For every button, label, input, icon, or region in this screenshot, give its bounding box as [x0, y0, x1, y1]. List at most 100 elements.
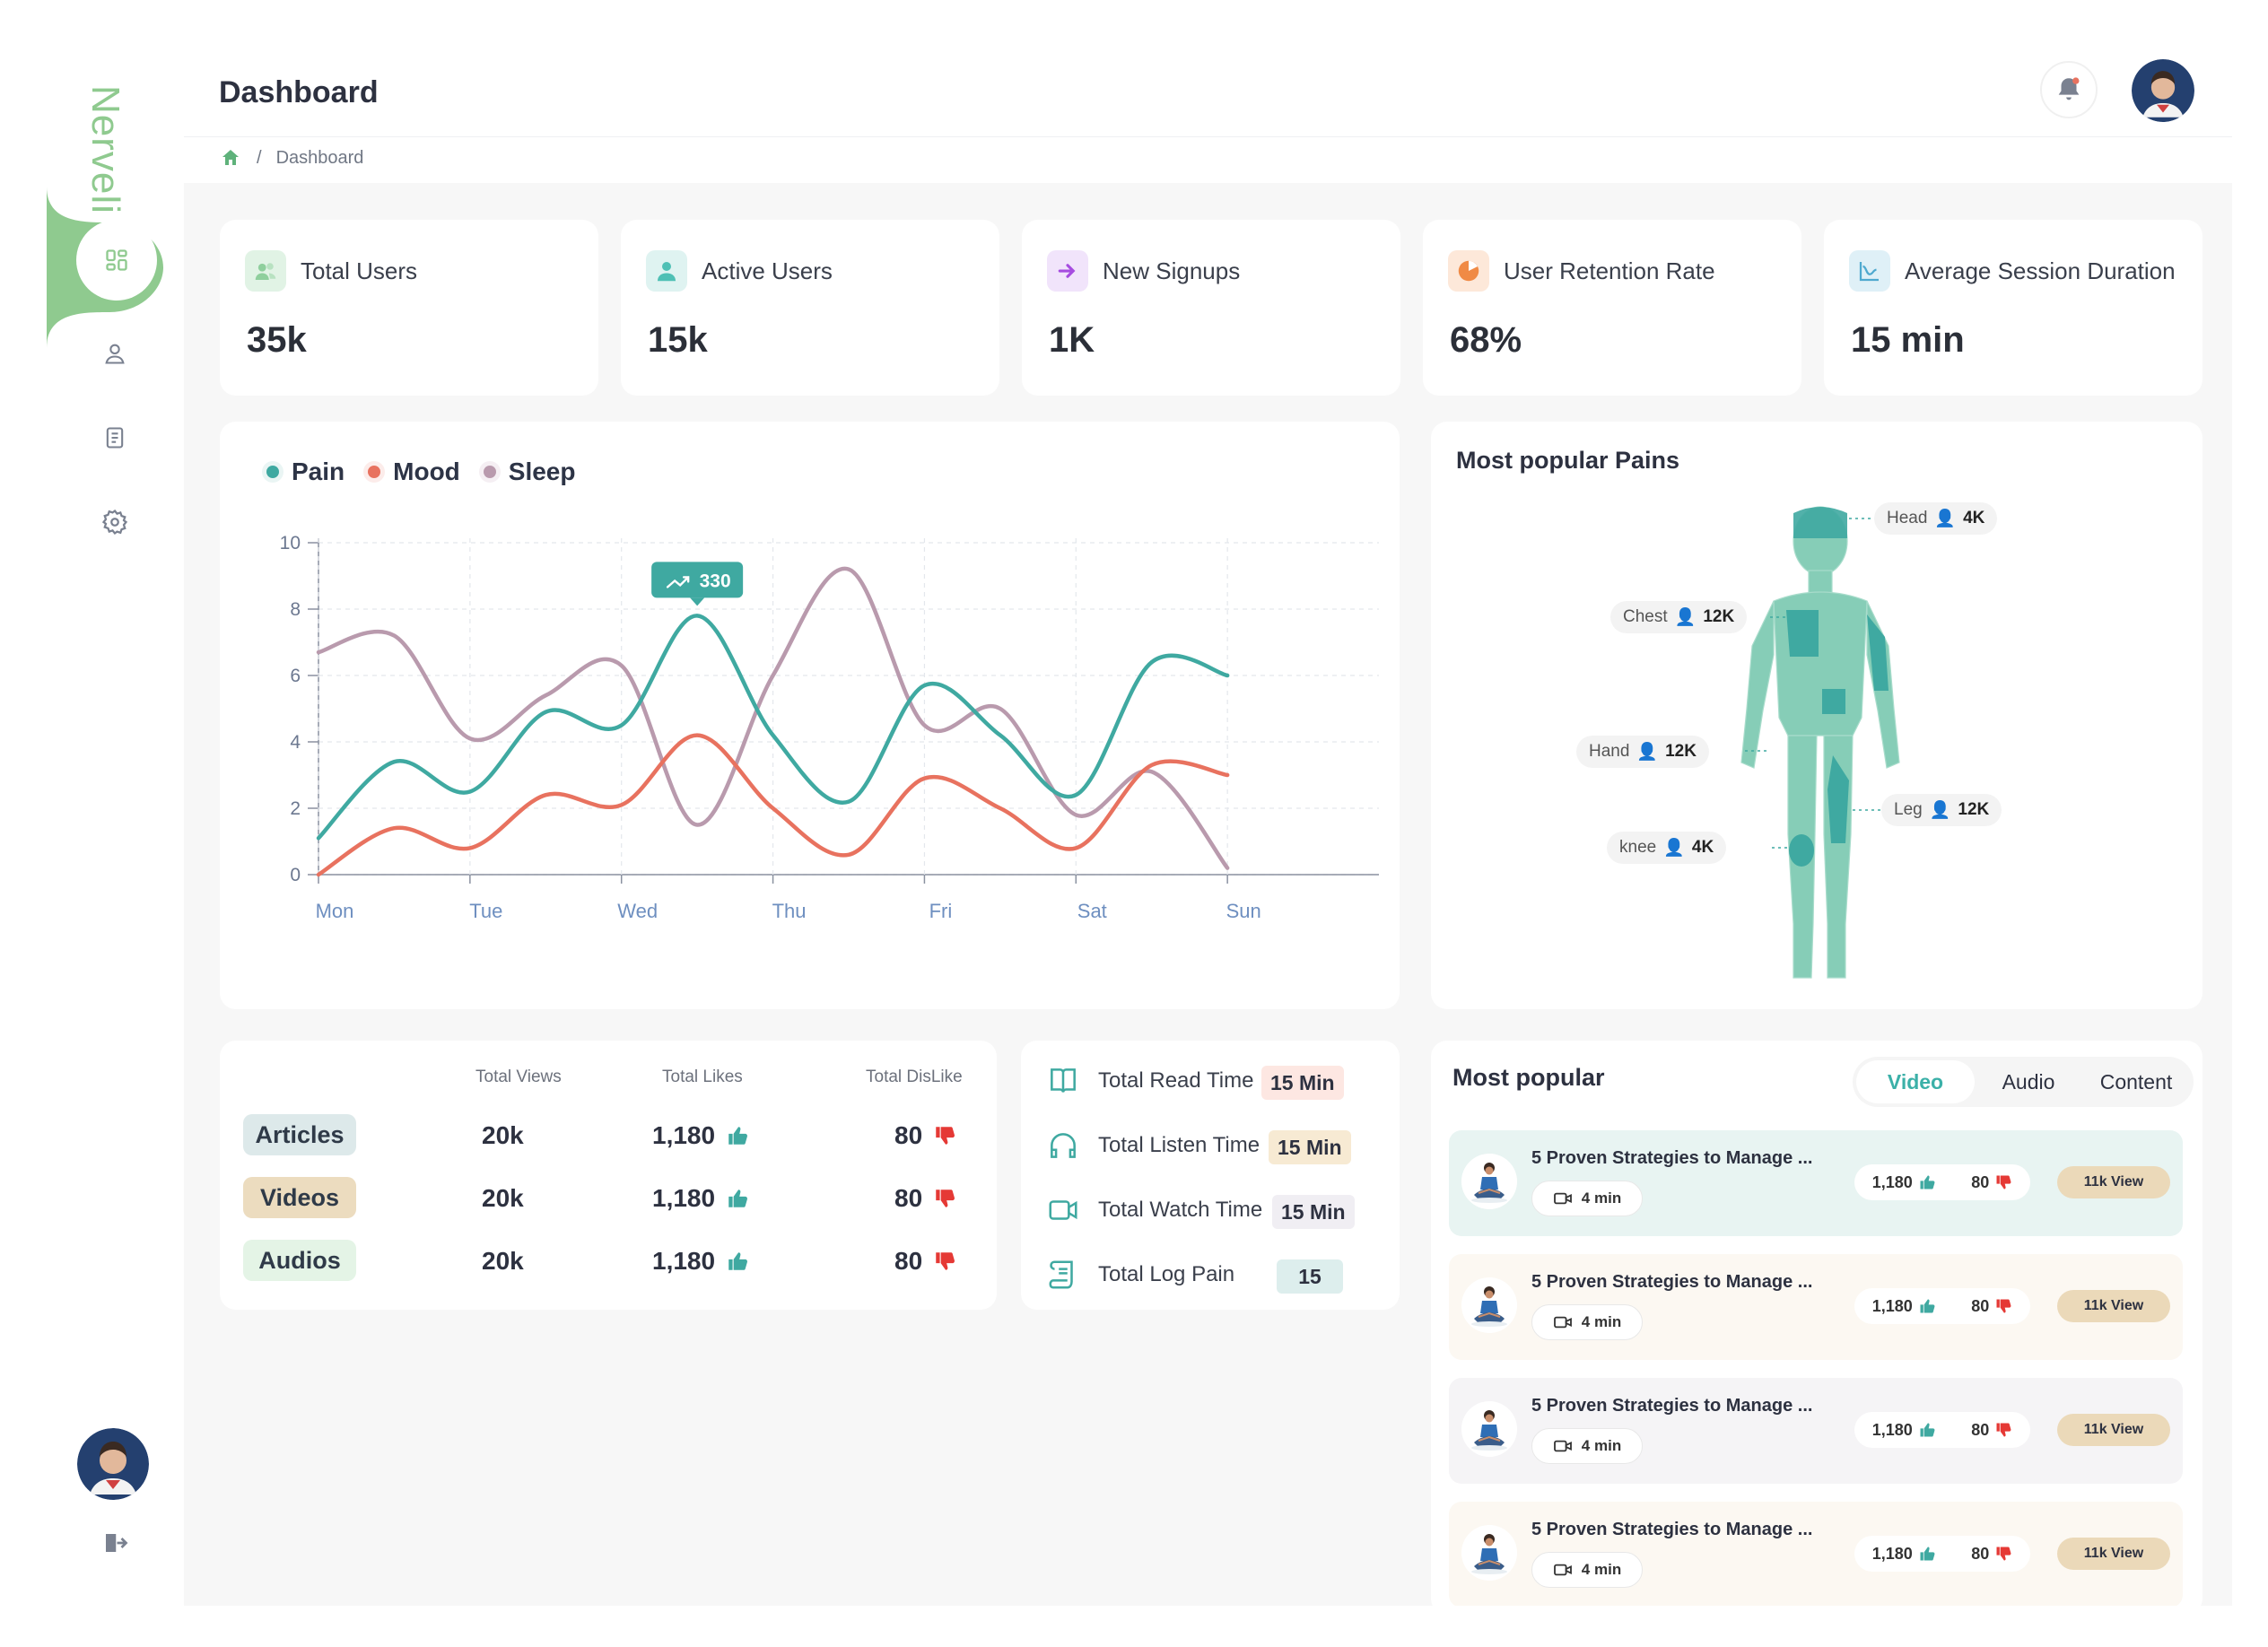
stat-card-new-signups: New Signups 1K: [1022, 220, 1400, 396]
video-icon: [1553, 1440, 1572, 1452]
notifications-button[interactable]: [2040, 61, 2098, 118]
legend-item-sleep[interactable]: Sleep: [483, 458, 575, 486]
duration-badge: 4 min: [1531, 1181, 1643, 1216]
tab-video[interactable]: Video: [1856, 1060, 1975, 1103]
pain-label-head: Head 👤 4K: [1874, 502, 1998, 535]
stat-value: 15k: [648, 320, 708, 360]
time-row-logpain: Total Log Pain: [1046, 1258, 1234, 1292]
tab-audio[interactable]: Audio: [2002, 1069, 2055, 1094]
dislikes-cell: 80: [894, 1247, 956, 1276]
series-line-mood: [316, 733, 1230, 877]
pain-label-knee: knee 👤 4K: [1607, 832, 1727, 864]
popular-item[interactable]: 5 Proven Strategies to Manage ... 4 min 1,…: [1449, 1254, 2183, 1360]
pie-icon: [1448, 250, 1489, 292]
views-badge[interactable]: 11k View: [2057, 1166, 2170, 1198]
stat-value: 68%: [1450, 320, 1522, 360]
legend-item-mood[interactable]: Mood: [368, 458, 460, 486]
logout-button[interactable]: [97, 1525, 133, 1561]
home-icon[interactable]: [219, 147, 242, 169]
document-icon: [106, 427, 124, 449]
tab-content[interactable]: Content: [2099, 1069, 2173, 1094]
stat-label: New Signups: [1103, 257, 1241, 284]
gear-icon: [101, 509, 128, 536]
time-stats-card: Total Read Time 15 Min Total Listen Time…: [1021, 1041, 1400, 1310]
arm-zone: [1867, 614, 1889, 691]
trends-chart-card: Pain Mood Sleep 0 2 4 6 8 10 Mon Tue Wed Thu Fri Sa…: [220, 422, 1400, 1009]
thumbs-up-icon: [1920, 1175, 1935, 1190]
thumbs-down-icon: [1996, 1547, 2011, 1561]
user-icon: 👤: [1934, 510, 1957, 528]
peak-tooltip: [651, 562, 744, 598]
line-chart: 0 2 4 6 8 10 Mon Tue Wed Thu Fri Sat Sun 330: [280, 533, 1379, 922]
sidebar: Nerveli: [0, 0, 184, 1647]
thumbs-up-icon: [1920, 1423, 1935, 1437]
user-icon: 👤: [1663, 839, 1685, 858]
nav-dashboard[interactable]: [76, 220, 157, 301]
sidebar-avatar[interactable]: [77, 1428, 149, 1500]
dislikes-count: 80: [1971, 1173, 2012, 1192]
meditation-thumbnail: [1461, 1525, 1517, 1581]
thumbs-up-icon: [728, 1127, 748, 1145]
scroll-icon: [1049, 1260, 1073, 1289]
popular-item[interactable]: 5 Proven Strategies to Manage ... 4 min 1,…: [1449, 1130, 2183, 1236]
views-badge[interactable]: 11k View: [2057, 1414, 2170, 1446]
user-icon: 👤: [1929, 801, 1951, 820]
views-badge[interactable]: 11k View: [2057, 1538, 2170, 1570]
header-total-likes: Total Likes: [662, 1068, 743, 1086]
y-tick-label: 10: [280, 533, 301, 553]
row-label-audios[interactable]: Audios: [243, 1240, 356, 1281]
likes-cell: 1,180: [652, 1184, 749, 1213]
x-tick-label: Sun: [1226, 900, 1261, 922]
item-title: 5 Proven Strategies to Manage ...: [1531, 1272, 1813, 1292]
chest-zone: [1786, 610, 1819, 657]
stat-value: 1K: [1049, 320, 1095, 360]
most-popular-title: Most popular: [1452, 1064, 1605, 1091]
time-value-read: 15 Min: [1261, 1066, 1344, 1100]
time-value-logpain: 15: [1277, 1259, 1343, 1294]
thumbs-up-icon: [1920, 1547, 1935, 1561]
y-tick-label: 8: [290, 599, 301, 620]
leg-zone: [1827, 755, 1849, 843]
header-total-views: Total Views: [475, 1068, 562, 1086]
thumbs-up-icon: [1920, 1299, 1935, 1313]
time-row-listen: Total Listen Time: [1046, 1128, 1260, 1163]
time-value-watch: 15 Min: [1272, 1195, 1355, 1229]
item-title: 5 Proven Strategies to Manage ...: [1531, 1148, 1813, 1168]
logout-icon: [106, 1534, 128, 1552]
breadcrumb: / Dashboard: [219, 147, 363, 169]
users-icon: [245, 250, 286, 292]
item-reactions: 1,180 80: [1854, 1536, 2030, 1572]
thumbs-down-icon: [936, 1190, 955, 1207]
views-badge[interactable]: 11k View: [2057, 1290, 2170, 1322]
row-label-articles[interactable]: Articles: [243, 1114, 356, 1155]
row-label-videos[interactable]: Videos: [243, 1177, 356, 1218]
nav-content[interactable]: [95, 418, 135, 458]
bell-icon: [2058, 77, 2080, 100]
user-icon: [105, 344, 125, 364]
stat-label: Average Session Duration: [1905, 257, 2176, 284]
y-tick-label: 0: [290, 865, 301, 885]
user-icon: 👤: [1636, 743, 1659, 762]
likes-count: 1,180: [1872, 1421, 1936, 1440]
legend-item-pain[interactable]: Pain: [266, 458, 345, 486]
views-cell: 20k: [482, 1121, 524, 1149]
tooltip-pointer: [690, 597, 705, 606]
user-icon: 👤: [1674, 608, 1697, 627]
header-avatar[interactable]: [2132, 59, 2194, 122]
chart-line-icon: [1849, 250, 1890, 292]
item-reactions: 1,180 80: [1854, 1288, 2030, 1324]
dislikes-cell: 80: [894, 1184, 956, 1213]
popular-item[interactable]: 5 Proven Strategies to Manage ... 4 min 1,…: [1449, 1502, 2183, 1608]
x-tick-label: Mon: [316, 900, 354, 922]
pain-label-leg: Leg 👤 12K: [1881, 794, 2002, 826]
duration-badge: 4 min: [1531, 1428, 1643, 1464]
media-tabs: Video Audio Content: [1853, 1057, 2194, 1107]
popular-item[interactable]: 5 Proven Strategies to Manage ... 4 min 1,…: [1449, 1378, 2183, 1484]
stat-card-retention: User Retention Rate 68%: [1423, 220, 1801, 396]
stat-card-active-users: Active Users 15k: [621, 220, 999, 396]
book-icon: [1051, 1068, 1076, 1093]
nav-settings[interactable]: [95, 502, 135, 542]
popular-pains-card: Most popular Pains: [1431, 422, 2203, 1009]
nav-users[interactable]: [95, 334, 135, 373]
time-row-watch: Total Watch Time: [1046, 1193, 1262, 1227]
